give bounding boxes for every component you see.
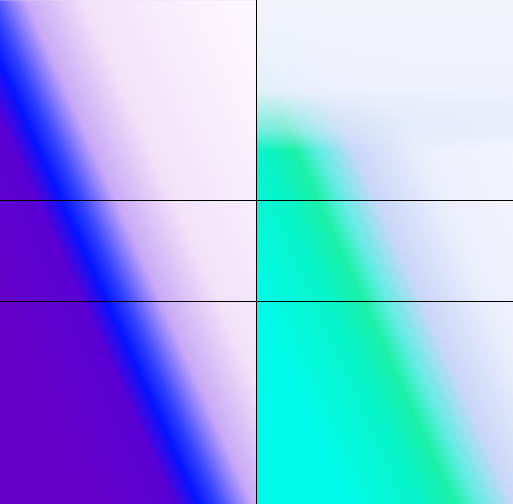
right-top-fade — [257, 0, 513, 504]
left-top-fade — [0, 0, 257, 504]
